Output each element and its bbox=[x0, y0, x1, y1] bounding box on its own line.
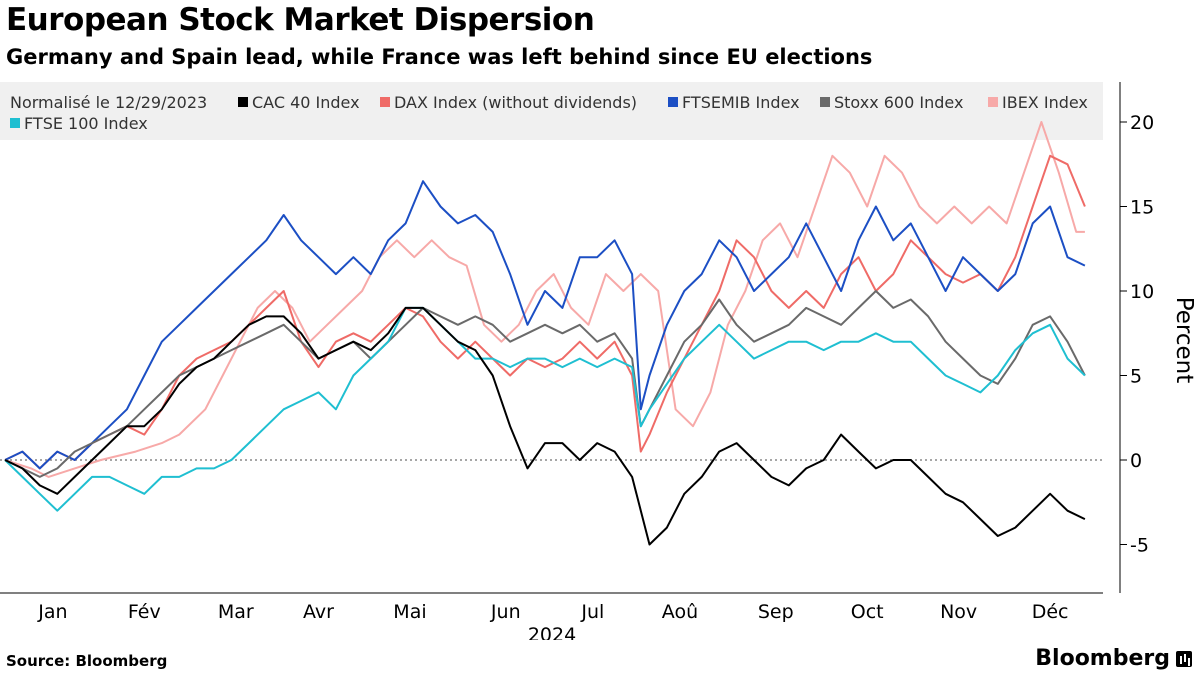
x-tick-label: Déc bbox=[1032, 601, 1069, 623]
line-chart: Normalisé le 12/29/2023 CAC 40 Index DAX I… bbox=[0, 82, 1197, 640]
series-lines bbox=[4, 121, 1086, 546]
x-tick-label: Oct bbox=[851, 601, 884, 623]
y-tick-label: 5 bbox=[1130, 366, 1142, 388]
legend-entry: FTSEMIB Index bbox=[682, 93, 800, 112]
brand-logo: Bloomberg bbox=[1035, 646, 1192, 671]
y-tick-label: 20 bbox=[1130, 112, 1154, 134]
x-tick-label: Jun bbox=[490, 601, 521, 623]
legend-swatch bbox=[820, 97, 830, 107]
legend-entry: DAX Index (without dividends) bbox=[394, 93, 637, 112]
x-tick-label: Aoû bbox=[662, 601, 698, 623]
series-line-0 bbox=[4, 121, 1085, 478]
legend-entry: FTSE 100 Index bbox=[24, 114, 148, 133]
brand-name: Bloomberg bbox=[1035, 646, 1170, 671]
legend-title: Normalisé le 12/29/2023 bbox=[10, 93, 207, 112]
legend-background bbox=[0, 82, 1103, 140]
series-line-3 bbox=[4, 290, 1086, 478]
x-tick-label: Mar bbox=[218, 601, 254, 623]
legend-swatch bbox=[988, 97, 998, 107]
x-tick-label: Nov bbox=[940, 601, 977, 623]
legend-swatch bbox=[668, 97, 678, 107]
x-tick-label: Mai bbox=[393, 601, 426, 623]
x-tick-label: Jan bbox=[37, 601, 67, 623]
series-line-5 bbox=[4, 306, 1086, 546]
source-note: Source: Bloomberg bbox=[6, 652, 168, 670]
x-axis-year-label: 2024 bbox=[528, 624, 576, 640]
legend-entry: CAC 40 Index bbox=[252, 93, 360, 112]
legend-entry: Stoxx 600 Index bbox=[834, 93, 963, 112]
y-tick-label: 0 bbox=[1130, 450, 1142, 472]
x-tick-label: Avr bbox=[303, 601, 334, 623]
legend-swatch bbox=[238, 97, 248, 107]
x-tick-label: Fév bbox=[128, 601, 161, 623]
legend-entry: IBEX Index bbox=[1002, 93, 1088, 112]
chart-title: European Stock Market Dispersion bbox=[6, 2, 595, 38]
x-tick-label: Jul bbox=[580, 601, 604, 623]
x-axis: Jan Fév Mar Avr Mai Jun Jul Aoû Sep Oct Nov Déc 2024 bbox=[0, 592, 1103, 640]
y-axis-label: Percent bbox=[1171, 297, 1197, 384]
bloomberg-terminal-icon bbox=[1176, 650, 1192, 667]
y-tick-label: 15 bbox=[1130, 197, 1154, 219]
chart-subtitle: Germany and Spain lead, while France was… bbox=[6, 45, 873, 69]
series-line-4 bbox=[4, 306, 1086, 512]
x-tick-label: Sep bbox=[758, 601, 794, 623]
y-tick-label: -5 bbox=[1130, 535, 1149, 557]
y-axis: -5 0 5 10 15 20 Percent bbox=[1119, 82, 1197, 593]
series-line-2 bbox=[4, 180, 1086, 470]
legend-swatch bbox=[10, 118, 20, 128]
legend-swatch bbox=[380, 97, 390, 107]
legend: Normalisé le 12/29/2023 CAC 40 Index DAX I… bbox=[10, 93, 1088, 133]
y-tick-label: 10 bbox=[1130, 281, 1154, 303]
